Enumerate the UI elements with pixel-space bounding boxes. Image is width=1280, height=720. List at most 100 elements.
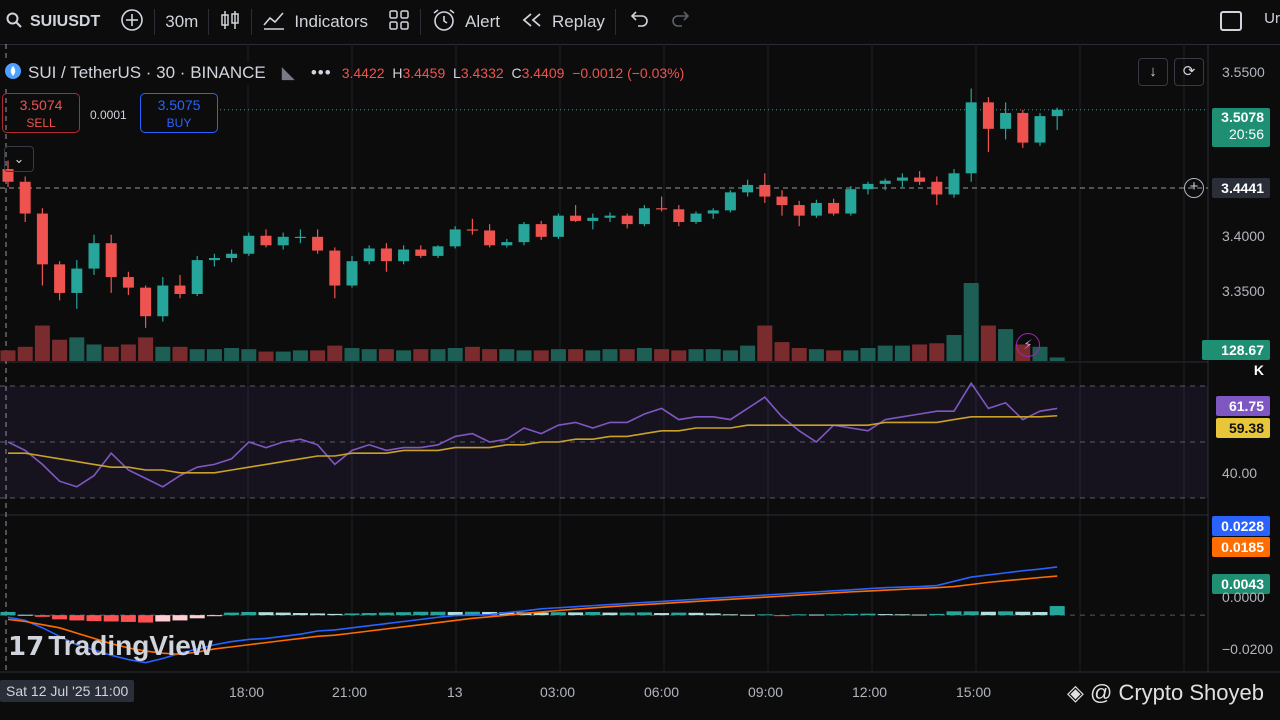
scroll-down-button[interactable]: ↓ xyxy=(1138,58,1168,86)
candle-body xyxy=(1017,112,1029,143)
replay-button[interactable]: Replay xyxy=(510,0,615,44)
candle-body xyxy=(931,181,943,195)
redo-button[interactable] xyxy=(660,0,704,44)
candle-body xyxy=(294,236,306,239)
volume-bar xyxy=(447,348,463,361)
toolbar-divider xyxy=(614,9,616,35)
volume-bar xyxy=(688,349,704,361)
macd-histogram-bar xyxy=(636,612,652,616)
layouts-button[interactable] xyxy=(378,0,420,44)
candle-body xyxy=(380,248,392,262)
volume-bar xyxy=(877,345,893,361)
macd-histogram-bar xyxy=(550,612,566,616)
candle-body xyxy=(54,264,66,293)
volume-bar xyxy=(843,350,859,361)
arrow-down-icon: ↓ xyxy=(1149,63,1157,80)
compare-button[interactable] xyxy=(110,0,154,44)
volume-bar xyxy=(378,349,394,361)
candles-icon xyxy=(219,9,241,36)
macd-histogram-bar xyxy=(860,613,876,616)
interval-button[interactable]: 30m xyxy=(165,12,199,31)
undo-button[interactable] xyxy=(616,0,660,44)
macd-histogram-bar xyxy=(774,615,790,617)
candle-body xyxy=(518,224,530,243)
candle-body xyxy=(673,209,685,222)
volume-bar xyxy=(808,349,824,361)
user-menu-label[interactable]: Ur xyxy=(1264,10,1280,27)
candle-body xyxy=(862,183,874,190)
toolbar-divider xyxy=(420,9,422,35)
candle-body xyxy=(363,248,375,262)
macd-histogram-bar xyxy=(757,614,773,616)
candle-body xyxy=(879,180,891,184)
macd-histogram-bar xyxy=(258,612,274,616)
candle-body xyxy=(793,205,805,216)
candle-body xyxy=(535,224,547,237)
candle-body xyxy=(157,285,169,317)
indicators-button[interactable]: Indicators xyxy=(252,0,378,44)
alert-button[interactable]: Alert xyxy=(421,0,510,44)
macd-tick: −0.0200 xyxy=(1222,641,1273,657)
candle-body xyxy=(105,243,117,278)
grid-icon xyxy=(388,9,410,36)
volume-bar xyxy=(619,349,635,361)
candle-body xyxy=(174,285,186,294)
reset-chart-button[interactable]: ⟳ xyxy=(1174,58,1204,86)
candle-body xyxy=(312,236,324,251)
volume-bar xyxy=(722,350,738,361)
macd-histogram-bar xyxy=(34,615,50,617)
macd-histogram-bar xyxy=(327,613,343,616)
candle-body xyxy=(570,215,582,221)
candle-body xyxy=(690,213,702,222)
candle-body xyxy=(982,102,994,129)
buy-button[interactable]: 3.5075 BUY xyxy=(140,93,218,133)
candle-body xyxy=(432,246,444,256)
fullscreen-icon[interactable] xyxy=(1220,11,1242,31)
rsi-line xyxy=(7,381,1058,488)
add-alert-icon[interactable]: + xyxy=(1184,178,1204,198)
rsi-ma-value-tag: 59.38 xyxy=(1216,418,1270,438)
legend-title: SUI / TetherUS · 30 · BINANCE xyxy=(28,63,266,82)
macd-histogram-bar xyxy=(568,612,584,616)
crosshair-time-badge: Sat 12 Jul '25 11:00 xyxy=(0,680,135,702)
volume-bar xyxy=(138,337,154,361)
macd-histogram-bar xyxy=(86,615,102,622)
lightning-icon[interactable]: ⚡ xyxy=(1016,333,1040,357)
top-toolbar: SUIUSDT 30m Indicators Alert Replay xyxy=(0,0,1280,45)
volume-bar xyxy=(757,325,773,361)
close-label: C xyxy=(511,65,522,81)
more-options-icon[interactable]: ••• xyxy=(310,63,332,82)
collapse-button[interactable]: ⌄ xyxy=(4,146,34,172)
volume-bar xyxy=(241,349,257,361)
volume-bar xyxy=(86,344,102,361)
time-tick: 06:00 xyxy=(644,684,680,700)
volume-tag: 128.67 K xyxy=(1202,340,1270,378)
alarm-clock-icon xyxy=(431,8,457,37)
flag-icon[interactable]: ◣ xyxy=(281,63,295,82)
volume-bar xyxy=(791,348,807,361)
rsi-ma-line xyxy=(8,414,1058,474)
macd-histogram-bar xyxy=(533,612,549,616)
macd-histogram-bar xyxy=(826,614,842,616)
replay-label: Replay xyxy=(551,12,605,31)
macd-histogram-bar xyxy=(447,611,463,616)
candle-body xyxy=(329,250,341,286)
macd-histogram-bar xyxy=(103,615,119,622)
legend-title-box[interactable]: SUI / TetherUS · 30 · BINANCE ◣ ••• xyxy=(0,61,338,85)
macd-histogram-bar xyxy=(980,611,996,616)
symbol-search-button[interactable]: SUIUSDT xyxy=(0,0,110,44)
volume-bar xyxy=(980,325,996,361)
volume-bar xyxy=(103,346,119,361)
candle-body xyxy=(776,196,788,206)
sell-button[interactable]: 3.5074 SELL xyxy=(2,93,80,133)
chart-type-button[interactable] xyxy=(209,0,251,44)
candle-body xyxy=(122,277,134,288)
candle-body xyxy=(621,215,633,225)
volume-bar xyxy=(0,350,16,361)
volume-bar xyxy=(929,343,945,361)
candle-body xyxy=(896,177,908,181)
volume-bar xyxy=(69,337,85,361)
macd-histogram-bar xyxy=(224,612,240,616)
volume-bar xyxy=(705,349,721,361)
